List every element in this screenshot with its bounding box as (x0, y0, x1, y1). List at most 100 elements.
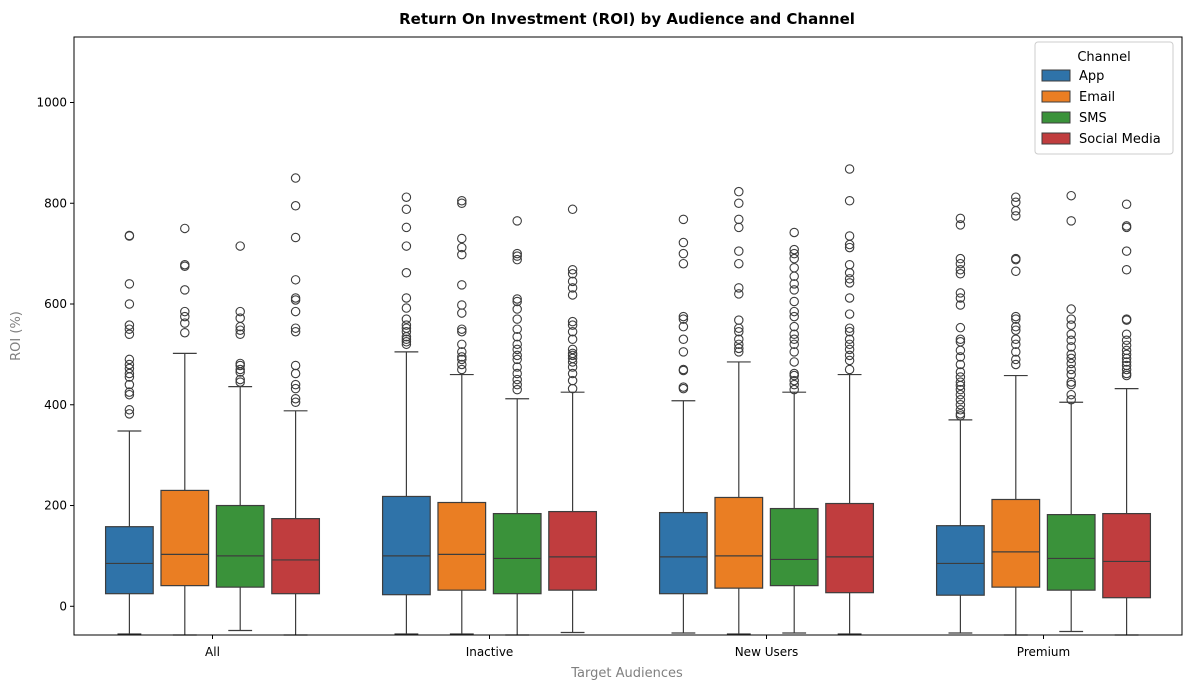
outlier-point (512, 251, 522, 261)
outlier-point (124, 320, 135, 330)
outlier-point (1011, 321, 1021, 332)
outlier-point (567, 334, 578, 345)
legend-title: Channel (1077, 50, 1130, 65)
outlier-point (235, 358, 245, 369)
box-group (215, 241, 265, 632)
outlier-point (180, 259, 190, 270)
outlier-point (734, 222, 744, 233)
outlier-point (844, 268, 855, 278)
outlier-point (457, 198, 467, 209)
box (160, 489, 210, 587)
outlier-point (678, 258, 689, 269)
outlier-point (955, 258, 966, 269)
outlier-point (1011, 206, 1021, 216)
box (271, 518, 321, 595)
outlier-point (734, 246, 744, 256)
y-tick-label: 1000 (36, 95, 67, 109)
outlier-point (678, 248, 689, 259)
box-group (381, 192, 431, 635)
outlier-point (734, 326, 744, 337)
outlier-point (512, 294, 522, 304)
legend-entry: App (1079, 69, 1104, 84)
outlier-point (678, 237, 689, 248)
outlier-point (512, 314, 522, 324)
outlier-point (1066, 190, 1076, 201)
box (991, 498, 1041, 588)
outlier-point (1011, 253, 1021, 264)
outlier-point (1011, 266, 1021, 277)
x-axis-label: Target Audiences (570, 666, 683, 681)
outlier-point (457, 352, 467, 362)
outlier-point (124, 389, 135, 400)
outlier-point (1066, 304, 1076, 314)
outlier-point (955, 345, 966, 356)
outlier-point (567, 204, 578, 215)
legend-entry: Social Media (1079, 132, 1161, 147)
outlier-point (734, 258, 744, 269)
outlier-point (290, 379, 301, 390)
outlier-point (457, 249, 467, 260)
box-group (492, 216, 542, 636)
outlier-point (180, 306, 190, 317)
outlier-point (1066, 389, 1076, 400)
outlier-point (734, 283, 744, 293)
outlier-point (512, 354, 522, 365)
box (215, 504, 265, 588)
outlier-point (1011, 339, 1021, 350)
outlier-point (1066, 314, 1076, 324)
outlier-point (290, 173, 301, 183)
outlier-point (124, 230, 135, 241)
outlier-point (512, 216, 522, 226)
outlier-point (1121, 340, 1132, 351)
outlier-point (567, 353, 578, 364)
outlier-point (124, 387, 135, 397)
legend-swatch (1041, 69, 1071, 82)
y-tick-label: 600 (44, 297, 67, 311)
outlier-point (955, 213, 966, 224)
outlier-point (844, 195, 855, 206)
outlier-point (955, 300, 966, 310)
outlier-point (512, 350, 522, 361)
outlier-point (512, 339, 522, 350)
outlier-point (844, 334, 855, 345)
outlier-point (789, 347, 799, 357)
outlier-point (512, 296, 522, 307)
box-group (769, 227, 819, 634)
box (769, 507, 819, 587)
outlier-point (955, 400, 966, 410)
box-group (991, 192, 1041, 636)
outlier-point (678, 314, 689, 324)
outlier-point (955, 220, 966, 230)
outlier-point (955, 377, 966, 387)
outlier-point (1011, 311, 1021, 322)
box-group (104, 230, 154, 635)
outlier-point (1011, 334, 1021, 345)
outlier-point (235, 364, 245, 375)
outlier-point (955, 409, 966, 419)
outlier-point (235, 306, 245, 317)
outlier-point (789, 329, 799, 339)
outlier-point (955, 405, 966, 415)
outlier-point (290, 306, 301, 317)
outlier-point (1121, 357, 1132, 367)
outlier-point (1011, 211, 1021, 221)
outlier-point (290, 393, 301, 404)
outlier-point (955, 337, 966, 347)
y-tick-label: 0 (59, 599, 67, 613)
outlier-point (1011, 347, 1021, 357)
outlier-point (955, 293, 966, 303)
outlier-point (955, 253, 966, 264)
outlier-point (734, 347, 744, 357)
outlier-point (457, 233, 467, 244)
box (548, 510, 598, 591)
outlier-point (457, 364, 467, 375)
y-tick-label: 800 (44, 196, 67, 210)
outlier-point (512, 332, 522, 342)
outlier-point (1066, 358, 1076, 369)
outlier-point (290, 397, 301, 407)
box-group (271, 173, 321, 636)
outlier-point (567, 269, 578, 279)
outlier-point (401, 339, 412, 350)
outlier-point (734, 315, 744, 325)
outlier-point (955, 265, 966, 275)
